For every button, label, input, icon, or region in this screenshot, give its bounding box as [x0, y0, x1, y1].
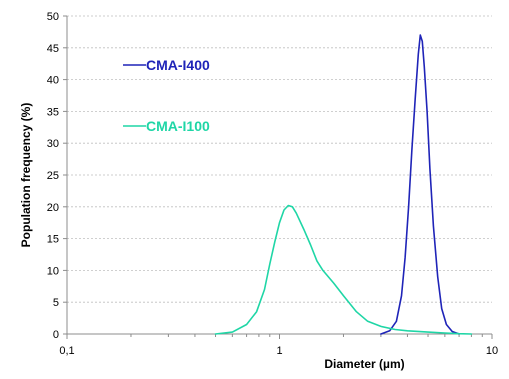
x-tick-label: 10 [486, 345, 498, 357]
y-tick-label: 10 [47, 265, 59, 277]
axes: 0 5 10 15 20 25 30 35 40 45 50 0,1 1 10 [47, 11, 498, 357]
series-line-cma-i100 [214, 204, 473, 335]
y-tick-label: 5 [53, 297, 59, 309]
y-tick-label: 25 [47, 170, 59, 182]
legend: CMA-I400 CMA-I100 [123, 57, 210, 134]
series-layer [214, 34, 473, 335]
legend-label-cma-i100: CMA-I100 [146, 118, 210, 134]
y-axis-title: Population frequency (%) [19, 103, 33, 248]
y-tick-label: 30 [47, 138, 59, 150]
x-tick-label: 0,1 [59, 345, 74, 357]
legend-label-cma-i400: CMA-I400 [146, 57, 210, 73]
x-axis-title: Diameter (µm) [324, 357, 404, 371]
y-tick-label: 45 [47, 43, 59, 55]
x-tick-label: 1 [276, 345, 282, 357]
y-tick-label: 15 [47, 234, 59, 246]
series-line-cma-i400 [380, 34, 460, 335]
y-tick-label: 35 [47, 106, 59, 118]
y-tick-label: 20 [47, 202, 59, 214]
y-tick-label: 0 [53, 329, 59, 341]
y-tick-label: 40 [47, 75, 59, 87]
grid [67, 15, 492, 303]
y-tick-label: 50 [47, 11, 59, 23]
